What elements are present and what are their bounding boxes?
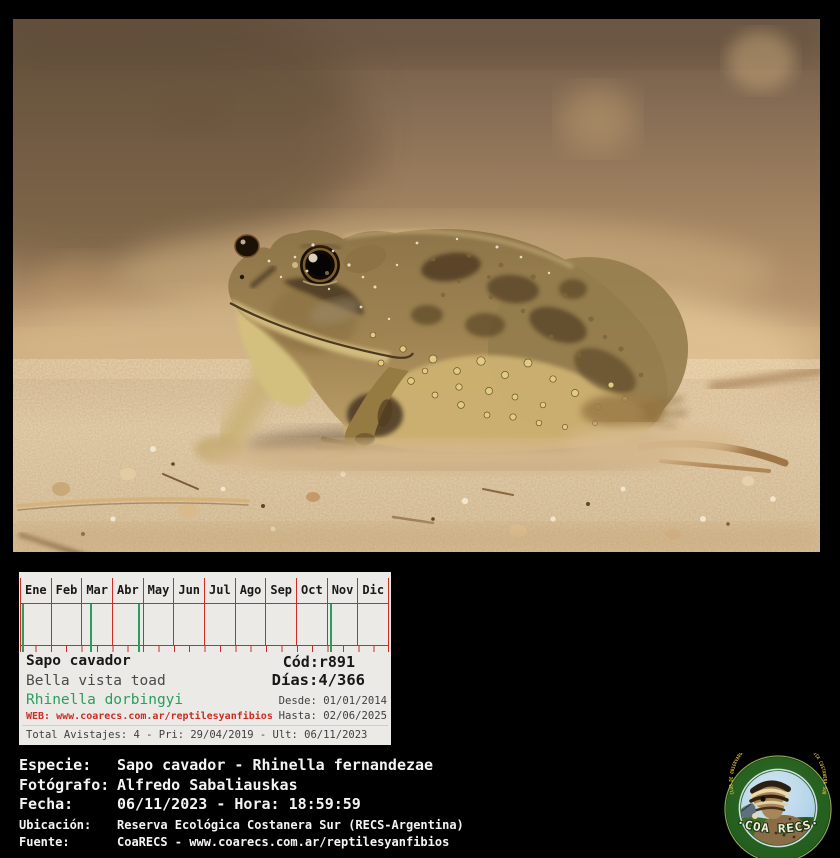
month-strip-cell [204,604,235,645]
calendar-half-month-ticks [20,646,389,652]
calendar: Ene Feb Mar Abr May Jun Jul Ago Sep Oct Nov Dic [20,578,389,652]
record-code: Cód:r891 [282,653,355,671]
date-until: Hasta: 02/06/2025 [278,710,387,722]
fecha-label: Fecha: [19,795,74,813]
month-strip-cell [234,604,266,645]
month-cell-dic: Dic [357,578,388,603]
calendar-month-labels: Ene Feb Mar Abr May Jun Jul Ago Sep Oct Nov Dic [20,578,389,603]
days-count: Días:4/366 [271,671,365,689]
sighting-marker [22,604,25,652]
fotografo-label: Fotógrafo: [19,776,110,794]
specimen-photo [13,19,820,552]
sighting-marker [329,604,332,652]
especie-label: Especie: [19,756,92,774]
month-strip-cell [265,604,296,645]
month-cell-jun: Jun [173,578,204,603]
month-strip-cell [296,604,327,645]
toad-illustration [13,19,820,552]
month-cell-ene: Ene [20,578,51,603]
month-strip-cell [112,604,143,645]
common-name: Sapo cavador [26,653,131,669]
month-cell-ago: Ago [234,578,266,603]
calendar-strip-row [20,603,389,646]
especie-value: Sapo cavador - Rhinella fernandezae [117,756,434,774]
month-cell-may: May [142,578,174,603]
ubicacion-label: Ubicación: [19,818,92,832]
month-cell-abr: Abr [112,578,143,603]
sighting-marker [138,604,141,652]
month-strip-cell [173,604,204,645]
fuente-label: Fuente: [19,835,70,849]
month-cell-nov: Nov [326,578,358,603]
month-cell-oct: Oct [296,578,327,603]
fuente-value: CoaRECS - www.coarecs.com.ar/reptilesyan… [117,835,450,849]
coa-recs-logo: CLUB DE OBSERVADORES DE AVES DE LA RESER… [722,733,834,858]
month-cell-mar: Mar [81,578,112,603]
month-strip-cell [326,604,358,645]
sighting-marker [90,604,93,652]
website-link[interactable]: WEB: www.coarecs.com.ar/reptilesyanfibio… [26,711,273,722]
scientific-name: Rhinella dorbingyi [26,692,184,708]
month-strip-cell [81,604,112,645]
month-strip-cell [142,604,174,645]
month-cell-jul: Jul [204,578,235,603]
panel-divider [22,725,388,726]
month-cell-feb: Feb [50,578,82,603]
sightings-summary: Total Avistajes: 4 - Pri: 29/04/2019 - U… [26,729,368,741]
month-cell-sep: Sep [265,578,296,603]
ubicacion-value: Reserva Ecológica Costanera Sur (RECS-Ar… [117,818,464,832]
month-strip-cell [50,604,82,645]
month-strip-cell [357,604,388,645]
english-name: Bella vista toad [26,673,166,689]
fotografo-value: Alfredo Sabaliauskas [117,776,298,794]
date-from: Desde: 01/01/2014 [278,695,387,707]
coa-recs-badge-icon: CLUB DE OBSERVADORES DE AVES DE LA RESER… [724,733,832,858]
month-strip-cell [20,604,51,645]
species-record-panel: Ene Feb Mar Abr May Jun Jul Ago Sep Oct Nov Dic Sap… [19,572,391,745]
fecha-value: 06/11/2023 - Hora: 18:59:59 [117,795,361,813]
toad-body [228,229,688,460]
badge-name-text: ·COA RECS· [735,815,821,835]
